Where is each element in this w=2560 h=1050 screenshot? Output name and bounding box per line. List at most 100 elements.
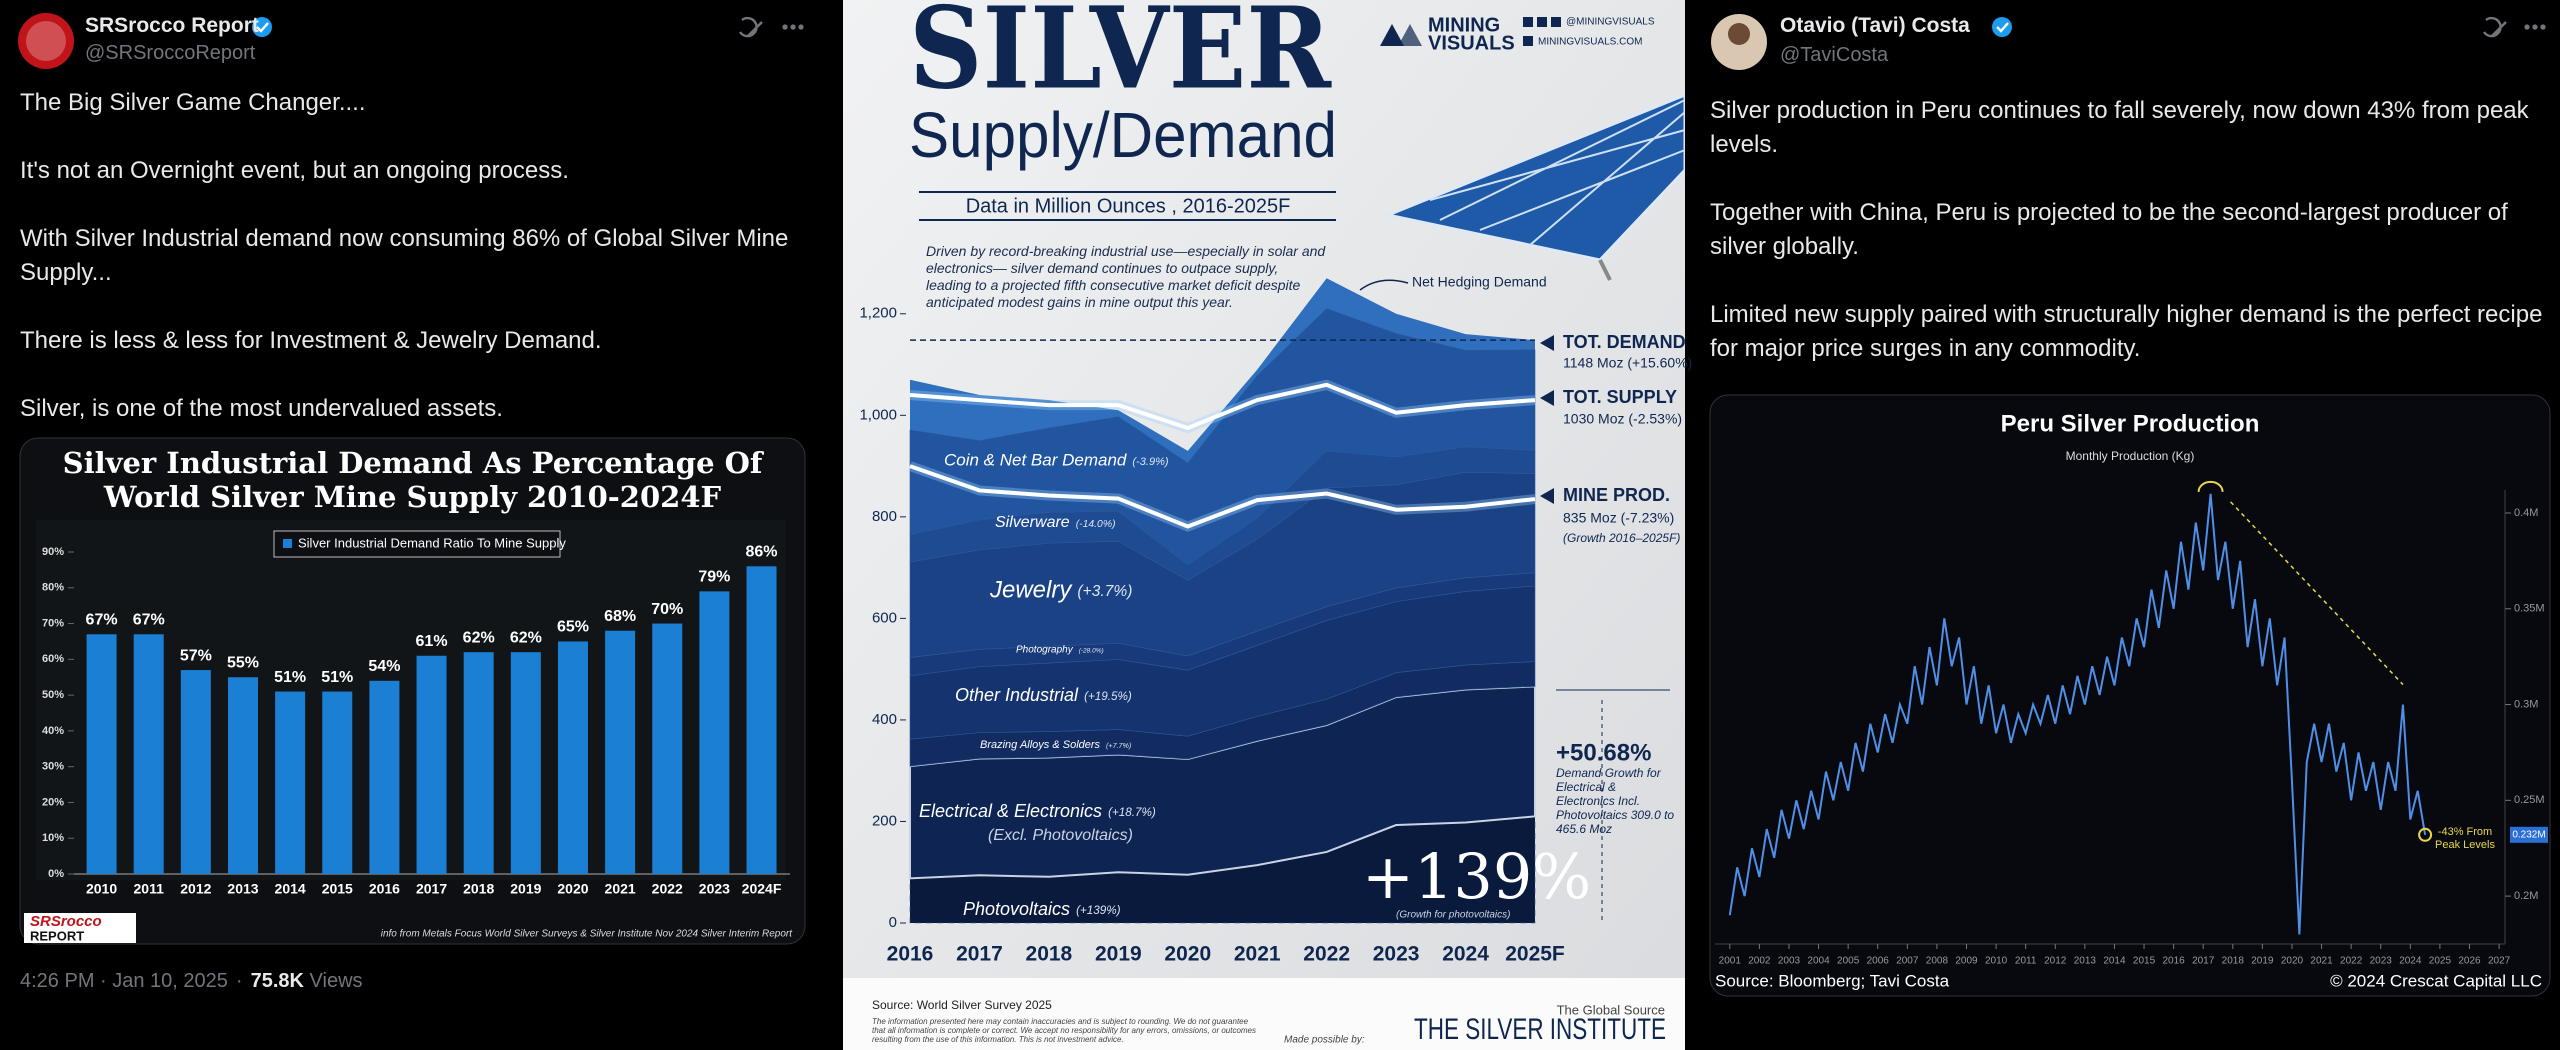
x-tick-label: 2017 (2192, 956, 2215, 967)
x-tick-label: 2016 (369, 881, 400, 897)
series-label: Photography (1016, 645, 1074, 656)
tweet-paragraph: Silver, is one of the most undervalued a… (20, 395, 503, 422)
grok-icon[interactable] (738, 16, 763, 38)
tweet-paragraph: There is less & less for Investment & Je… (20, 327, 602, 354)
series-label: Electrical & Electronics (919, 801, 1102, 821)
avatar-inner (26, 21, 66, 61)
annotation: -43% From Peak Levels (2435, 826, 2495, 851)
tweet-meta: 4:26 PM · Jan 10, 2025 · 75.8K Views (20, 970, 363, 993)
brand-icon (1380, 24, 1422, 46)
x-tick-label: 2019 (510, 881, 541, 897)
y-tick-label: 60% (42, 653, 64, 665)
more-icon[interactable] (782, 24, 804, 30)
legend-box (273, 530, 561, 558)
series-change: (+3.7%) (1077, 583, 1132, 600)
x-tick-label: 2003 (1778, 956, 1801, 967)
bar (416, 655, 447, 874)
series-label: Brazing Alloys & Solders (980, 739, 1101, 751)
views-label: Views (309, 970, 363, 992)
x-tick-label: 2020 (2281, 956, 2304, 967)
website: MININGVISUALS.COM (1538, 37, 1642, 48)
line-detail: 835 Moz (-7.23%) (1563, 510, 1674, 526)
x-tick-label: 2012 (180, 881, 211, 897)
x-tick-label: 2024 (1442, 943, 1489, 966)
x-tick-label: 2013 (227, 881, 258, 897)
verified-check (1996, 22, 2009, 33)
label-marker (1540, 390, 1554, 406)
x-tick-label: 2014 (275, 881, 306, 897)
x-tick-label: 2002 (1748, 956, 1771, 967)
x-tick-label: 2020 (1164, 943, 1211, 966)
series-change: (-28.0%) (1079, 648, 1104, 655)
x-tick-label: 2015 (2133, 956, 2156, 967)
bar (510, 652, 541, 874)
x-tick-label: 2014 (2103, 956, 2126, 967)
tweet-body: The Big Silver Game Changer.... It's not… (20, 86, 820, 460)
logo: SRSrocco (30, 913, 102, 930)
y-tick-label: 40% (42, 725, 64, 737)
label-marker (1540, 488, 1554, 504)
y-tick-label: 0.3M (2514, 698, 2538, 710)
bar-value-label: 51% (274, 669, 306, 686)
x-tick-label: 2011 (2015, 956, 2037, 967)
series-change: (+139%) (1076, 904, 1121, 917)
x-tick-label: 2022 (1303, 943, 1350, 966)
sponsor-note: Made possible by: (1284, 1035, 1365, 1046)
author-name: Otavio (Tavi) Costa (1780, 14, 1970, 37)
tweet-paragraph: It's not an Overnight event, but an ongo… (20, 157, 569, 184)
legend-label: Silver Industrial Demand Ratio To Mine S… (298, 535, 566, 550)
tweet-paragraph: With Silver Industrial demand now consum… (20, 225, 789, 286)
x-tick-label: 2024F (742, 881, 782, 897)
more-icon[interactable] (2524, 24, 2546, 30)
bar-value-label: 61% (416, 633, 448, 650)
x-tick-label: 2021 (1234, 943, 1281, 966)
x-tick-label: 2018 (463, 881, 494, 897)
y-tick-label: 70% (42, 617, 64, 629)
x-tick-label: 2017 (956, 943, 1003, 966)
x-tick-label: 2019 (1095, 943, 1142, 966)
y-tick-label: 80% (42, 582, 64, 594)
bar-value-label: 67% (133, 612, 165, 629)
y-tick-label: 0.35M (2514, 603, 2545, 615)
tweet-paragraph: The Big Silver Game Changer.... (20, 89, 366, 116)
current-value-box (2510, 826, 2548, 843)
x-tick-label: 2024 (2399, 956, 2422, 967)
line (909, 382, 1536, 431)
brand: VISUALS (1428, 32, 1515, 54)
x-tick-label: 2023 (2370, 956, 2393, 967)
tweet-paragraph: Together with China, Peru is projected t… (1710, 199, 2508, 260)
bar (227, 677, 258, 874)
trend-arrow (2230, 501, 2404, 686)
footer-bg (843, 978, 1685, 1050)
x-tick-label: 2018 (2222, 956, 2245, 967)
bar (133, 634, 164, 874)
grok-icon[interactable] (2482, 16, 2507, 38)
author-handle: @TaviCosta (1780, 44, 1889, 66)
x-tick-label: 2018 (1026, 943, 1073, 966)
bar-value-label: 57% (180, 647, 212, 664)
x-tick-label: 2027 (2488, 956, 2511, 967)
y-tick-label: 0.2M (2514, 890, 2538, 902)
bar-value-label: 54% (368, 658, 400, 675)
bar (86, 634, 117, 874)
y-tick-label: 10% (42, 832, 64, 844)
y-tick-label: 0% (48, 868, 64, 880)
series-change: (-3.9%) (1132, 456, 1169, 468)
bar-value-label: 68% (604, 608, 636, 625)
disclaimer: The information presented here may conta… (872, 1017, 1257, 1044)
annotation-arrow (1359, 279, 1409, 291)
y-tick-label: 20% (42, 796, 64, 808)
y-tick-label: 0.25M (2514, 794, 2545, 806)
x-tick-label: 2008 (1926, 956, 1949, 967)
tweet-body: Silver production in Peru continues to f… (1710, 94, 2545, 400)
x-tick-label: 2016 (2162, 956, 2185, 967)
right-chart-card (1709, 394, 2551, 997)
x-tick-label: 2012 (2044, 956, 2067, 967)
tweet-paragraph: Limited new supply paired with structura… (1710, 301, 2543, 362)
avatar-face (1728, 23, 1750, 45)
y-tick-label: 90% (42, 546, 64, 558)
bar (557, 641, 588, 874)
verified-check (256, 22, 269, 33)
verified-badge (1992, 17, 2012, 37)
